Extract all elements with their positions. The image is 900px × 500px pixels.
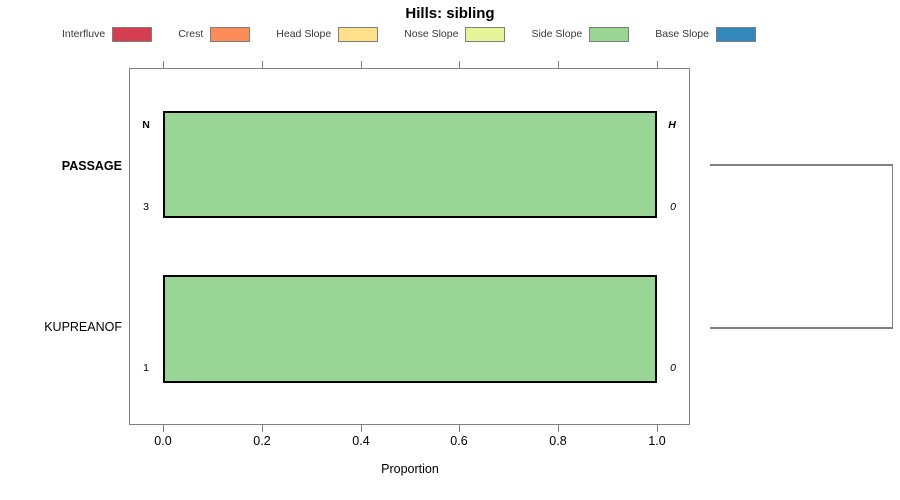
legend-label-base-slope: Base Slope [655, 28, 709, 40]
bar-passage-side-slope [163, 111, 657, 218]
chart-title: Hills: sibling [405, 5, 495, 22]
legend-swatch-head-slope [338, 26, 379, 42]
legend-label-nose-slope: Nose Slope [404, 28, 459, 40]
legend-item-side-slope: Side Slope [531, 26, 630, 42]
legend-item-head-slope: Head Slope [276, 26, 379, 42]
kupreanof-h-value: 0 [670, 362, 676, 374]
legend-swatch-crest [210, 26, 251, 42]
dendrogram-join [891, 164, 893, 329]
legend-swatch-side-slope [589, 26, 630, 42]
legend-swatch-nose-slope [465, 26, 506, 42]
legend-label-head-slope: Head Slope [276, 28, 332, 40]
bottom-tick-0.0 [163, 425, 164, 432]
bottom-tick-1.0 [657, 425, 658, 432]
bottom-tick-0.8 [558, 425, 559, 432]
top-tick-0.6 [459, 61, 460, 68]
top-tick-1.0 [657, 61, 658, 68]
top-tick-0.0 [163, 61, 164, 68]
x-tick-label: 0.8 [549, 434, 567, 448]
top-tick-0.2 [262, 61, 263, 68]
n-column-header: N [142, 119, 150, 131]
x-tick-label: 0.2 [253, 434, 271, 448]
passage-n-value: 3 [143, 201, 149, 213]
kupreanof-n-value: 1 [143, 362, 149, 374]
row-label-kupreanof: KUPREANOF [44, 320, 122, 334]
row-label-passage: PASSAGE [61, 159, 122, 173]
x-tick-label: 0.4 [352, 434, 370, 448]
top-tick-0.4 [361, 61, 362, 68]
h-column-header: H [668, 119, 676, 131]
passage-h-value: 0 [670, 201, 676, 213]
bottom-tick-0.6 [459, 425, 460, 432]
legend-swatch-base-slope [715, 26, 756, 42]
bar-kupreanof-side-slope [163, 275, 657, 383]
legend-item-base-slope: Base Slope [655, 26, 756, 42]
top-tick-0.8 [558, 61, 559, 68]
legend-item-interfluve: Interfluve [62, 26, 153, 42]
dendrogram-branch-kupreanof [710, 327, 893, 329]
legend-item-nose-slope: Nose Slope [404, 26, 506, 42]
legend-label-side-slope: Side Slope [531, 28, 583, 40]
legend: Interfluve Crest Head Slope Nose Slope S… [62, 26, 756, 42]
legend-swatch-interfluve [112, 26, 153, 42]
legend-item-crest: Crest [178, 26, 251, 42]
x-tick-label: 0.0 [154, 434, 172, 448]
legend-label-crest: Crest [178, 28, 204, 40]
plot-frame [129, 68, 690, 425]
bottom-tick-0.4 [361, 425, 362, 432]
x-tick-label: 0.6 [450, 434, 468, 448]
bottom-tick-0.2 [262, 425, 263, 432]
legend-label-interfluve: Interfluve [62, 28, 106, 40]
dendrogram-branch-passage [710, 164, 893, 166]
x-tick-label: 1.0 [648, 434, 666, 448]
x-axis-title: Proportion [381, 462, 439, 476]
